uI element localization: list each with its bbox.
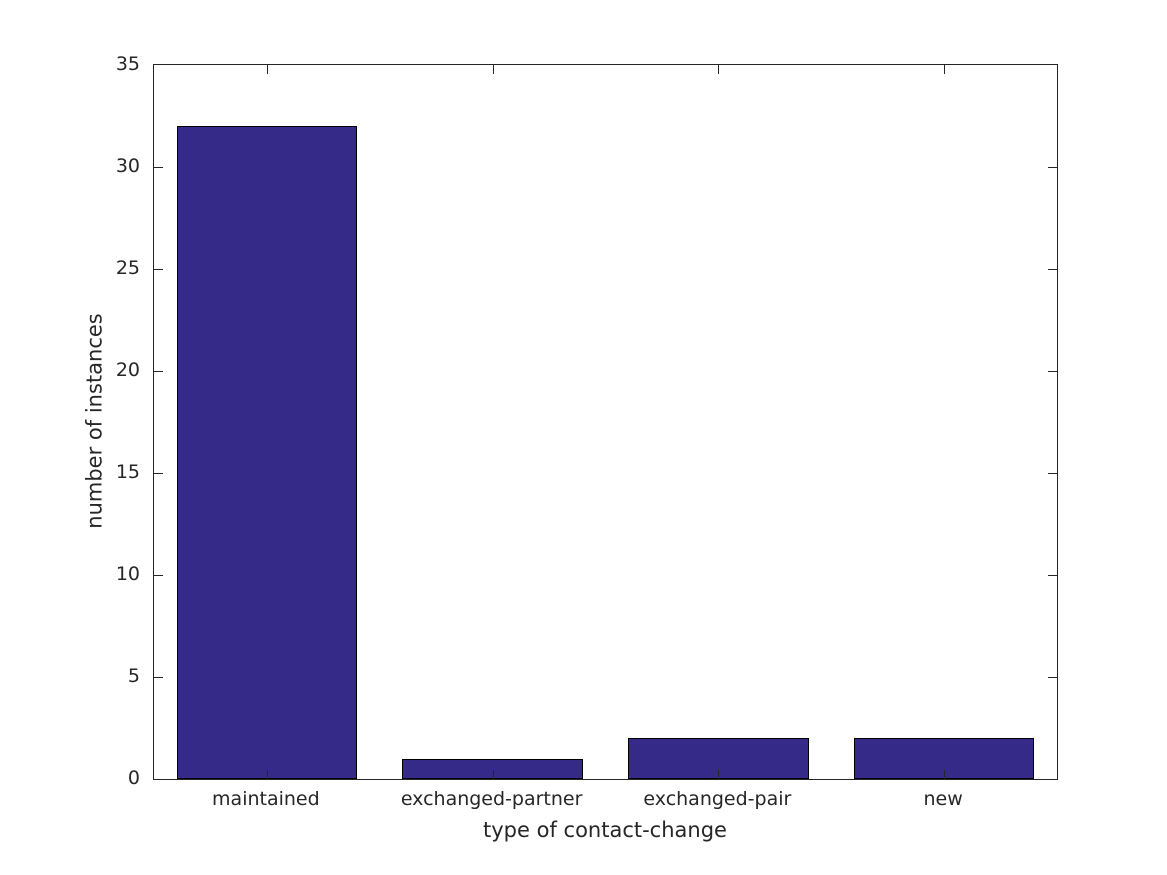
- x-tick-top: [718, 65, 720, 74]
- bar-maintained: [176, 126, 358, 779]
- x-tick-top: [266, 65, 268, 74]
- x-tick-bottom: [944, 770, 946, 779]
- y-tick-label: 5: [127, 665, 140, 687]
- x-tick-top: [944, 65, 946, 74]
- y-tick-left: [154, 473, 163, 474]
- bar-new: [853, 738, 1035, 779]
- plot-area: [153, 64, 1058, 780]
- bar-exchanged-pair: [628, 738, 809, 779]
- x-tick-label: exchanged-pair: [643, 788, 792, 810]
- y-tick-label: 25: [115, 257, 140, 279]
- x-tick-top: [492, 65, 494, 74]
- y-tick-left: [154, 677, 163, 678]
- y-tick-label: 20: [115, 359, 140, 381]
- y-tick-right: [1048, 371, 1057, 372]
- y-tick-right: [1048, 167, 1057, 168]
- y-tick-right: [1048, 269, 1057, 270]
- y-tick-label: 35: [115, 53, 140, 75]
- y-tick-label: 10: [115, 563, 140, 585]
- x-tick-label: new: [923, 788, 963, 810]
- y-tick-label: 0: [127, 767, 140, 789]
- y-tick-left: [154, 371, 163, 372]
- y-tick-left: [154, 167, 163, 168]
- x-tick-label: exchanged-partner: [400, 788, 583, 810]
- y-tick-left: [154, 575, 163, 576]
- x-tick-bottom: [266, 770, 268, 779]
- y-tick-left: [154, 269, 163, 270]
- y-tick-label: 15: [115, 461, 140, 483]
- x-tick-label: maintained: [212, 788, 320, 810]
- x-tick-bottom: [492, 770, 494, 779]
- x-tick-bottom: [718, 770, 720, 779]
- y-tick-label: 30: [115, 155, 140, 177]
- bar-exchanged-partner: [402, 758, 583, 779]
- y-tick-right: [1048, 677, 1057, 678]
- y-tick-right: [1048, 473, 1057, 474]
- y-tick-right: [1048, 575, 1057, 576]
- x-axis-label: type of contact-change: [483, 818, 727, 842]
